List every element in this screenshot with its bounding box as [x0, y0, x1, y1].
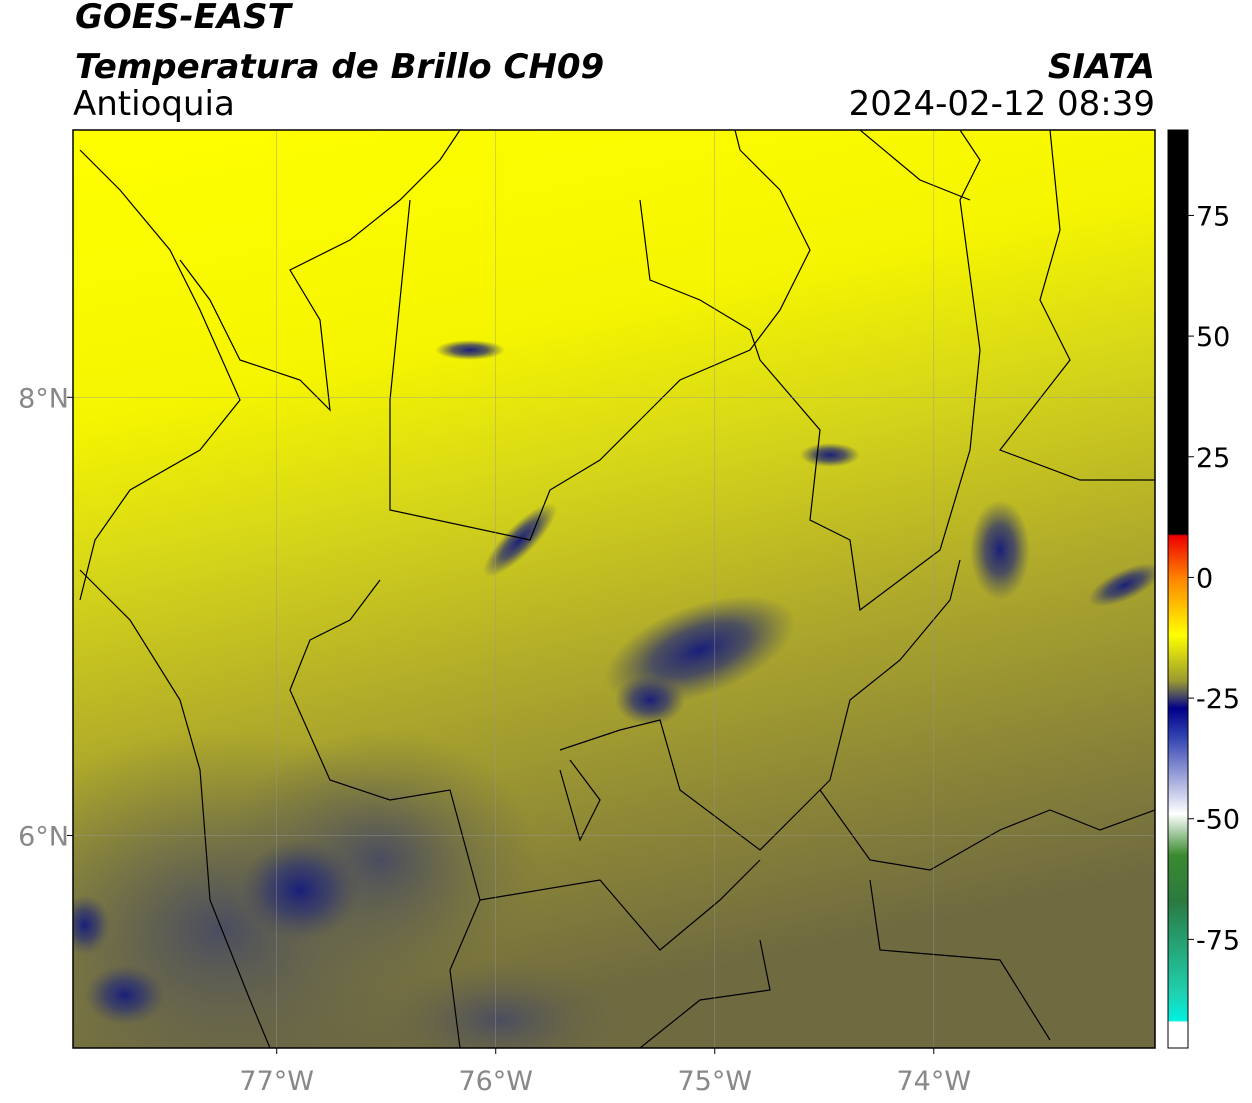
map-image: [73, 130, 1155, 1048]
grid: [73, 130, 1155, 1048]
region: Antioquia: [73, 84, 235, 124]
x-tick-label: 77°W: [239, 1066, 314, 1097]
colorbar: [1167, 129, 1189, 1049]
colorbar-tick-label: -25: [1196, 684, 1240, 715]
colorbar-tick-label: 25: [1196, 443, 1230, 474]
y-tick-label: 6°N: [18, 821, 69, 852]
y-tick-label: 8°N: [18, 383, 69, 414]
x-tick-label: 75°W: [677, 1066, 752, 1097]
x-tick-label: 74°W: [897, 1066, 972, 1097]
subtitle: Temperatura de Brillo CH09: [75, 47, 604, 87]
colorbar-tick-label: -75: [1196, 925, 1240, 956]
colorbar-tick-label: 50: [1196, 322, 1230, 353]
title: GOES-EAST: [75, 0, 294, 37]
datetime: 2024-02-12 08:39: [849, 84, 1155, 124]
colorbar-tick-label: -50: [1196, 805, 1240, 836]
x-tick-label: 76°W: [458, 1066, 533, 1097]
colorbar-tick-label: 0: [1196, 563, 1213, 594]
map-frame: [72, 129, 1156, 1049]
source: SIATA: [1048, 47, 1155, 87]
colorbar-tick-label: 75: [1196, 201, 1230, 232]
